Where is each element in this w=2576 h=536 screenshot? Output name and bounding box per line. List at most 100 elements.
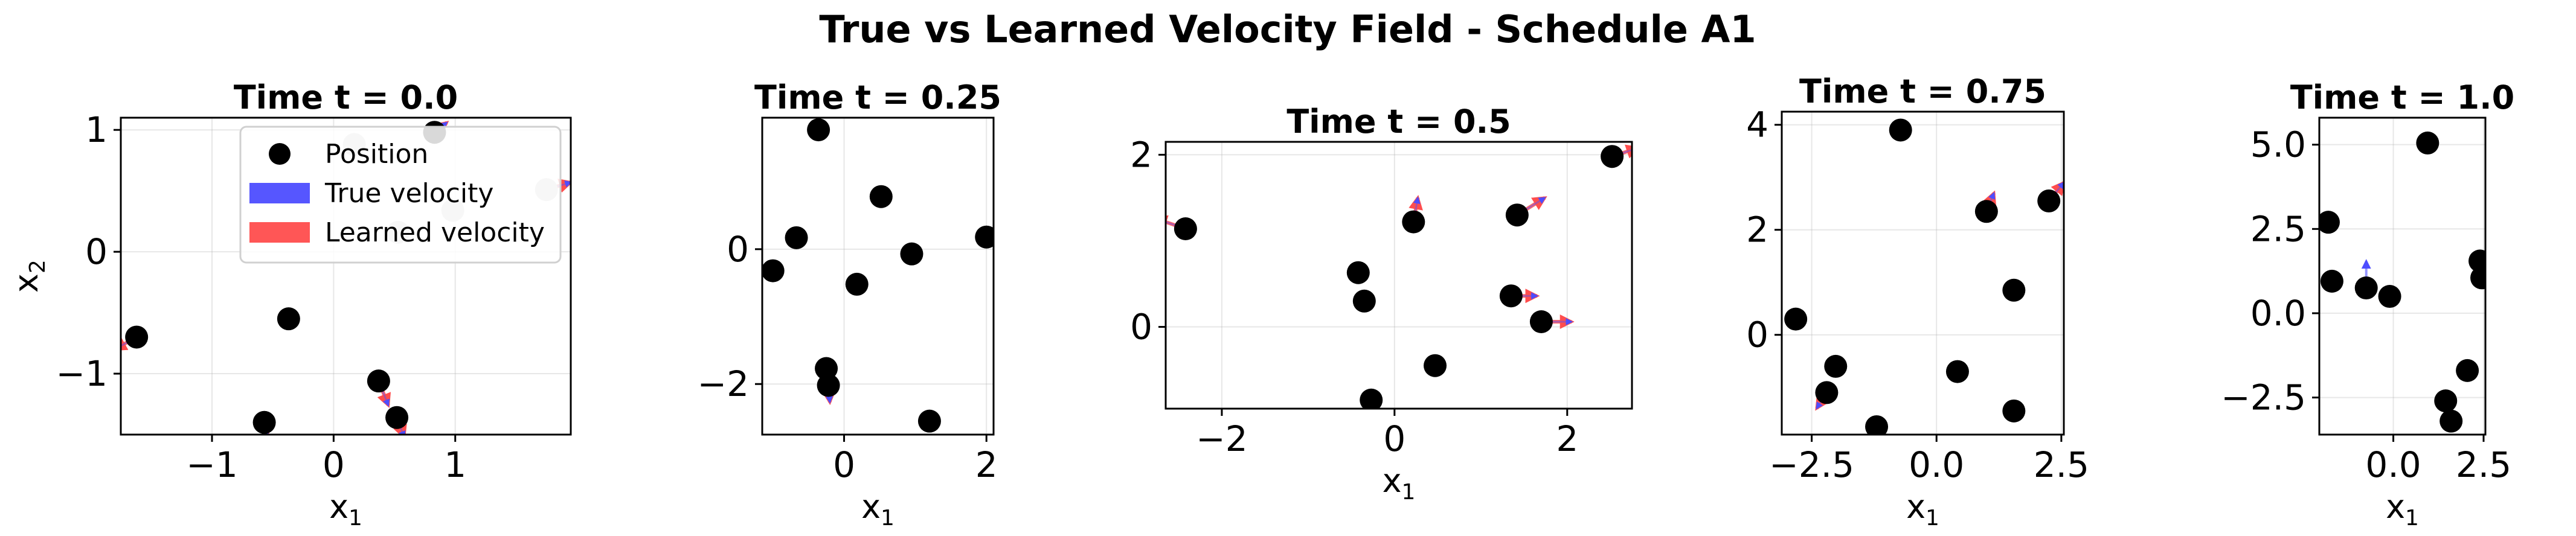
axes-frame: [120, 116, 572, 436]
position-point: [1402, 210, 1425, 234]
points-layer: [762, 118, 994, 433]
position-point: [1360, 388, 1383, 409]
y-tick-label: −1: [56, 353, 108, 394]
y-tick-label: 2: [1746, 209, 1768, 250]
position-point: [1346, 261, 1370, 284]
legend-label: Position: [325, 139, 428, 170]
subplot-1: −1 0 1 −1 0 1 Time t = 0.0 x1 x2 Position True vel…: [7, 78, 572, 531]
subplot-title: Time t = 0.75: [1799, 72, 2046, 110]
position-point: [385, 406, 409, 429]
position-point: [1865, 415, 1889, 435]
x-tick-label: 0: [1383, 418, 1405, 459]
legend-swatch: [249, 183, 310, 203]
y-tick-label: −2: [698, 363, 750, 404]
x-axis-label: x1: [2386, 488, 2419, 531]
position-point: [125, 325, 149, 349]
position-point: [2320, 269, 2343, 293]
position-point: [2416, 131, 2439, 155]
x-tick-label: 0: [323, 444, 345, 485]
legend-label: Learned velocity: [325, 217, 545, 248]
x-axis-label: x1: [329, 488, 362, 531]
subplot-title: Time t = 0.5: [1286, 103, 1511, 141]
position-point: [2002, 399, 2026, 423]
x-tick-label: 0.0: [1909, 444, 1964, 485]
x-axis-label: x1: [861, 488, 895, 531]
position-point: [1529, 310, 1553, 333]
y-tick-label: 2: [1130, 134, 1152, 175]
axes-frame: [761, 116, 995, 436]
position-point: [367, 369, 390, 393]
axes-frame: [2318, 116, 2487, 436]
subplot-4: −2.5 0.0 2.5 0 2 4 Time t = 0.75 x1: [1746, 72, 2089, 531]
x-axis-label: x1: [1906, 488, 1939, 531]
legend-label: True velocity: [324, 178, 493, 209]
subplot-title: Time t = 0.0: [234, 78, 458, 116]
position-point: [1601, 145, 1624, 168]
y-tick-label: 0.0: [2250, 293, 2306, 334]
position-point: [2354, 276, 2378, 300]
x-tick-label: −1: [186, 444, 238, 485]
position-point: [2319, 211, 2340, 234]
y-tick-label: 0: [1746, 314, 1768, 356]
legend: Position True velocity Learned velocity: [239, 126, 562, 264]
position-point: [1174, 217, 1197, 241]
position-point: [869, 185, 893, 208]
x-tick-label: −2: [1196, 418, 1248, 459]
position-point: [1424, 354, 1447, 377]
position-point: [2378, 285, 2401, 308]
y-tick-label: 0: [1130, 307, 1152, 348]
position-point: [917, 409, 941, 433]
x-tick-label: 2: [1556, 418, 1578, 459]
x-tick-label: 2.5: [2034, 444, 2089, 485]
points-layer: [1784, 118, 2064, 435]
y-tick-label: 0: [727, 229, 749, 270]
position-point: [277, 307, 300, 331]
axes-frame: [1781, 110, 2065, 436]
axes-frame: [1164, 141, 1633, 410]
position-point: [2470, 266, 2485, 290]
position-point: [900, 242, 923, 266]
position-point: [2434, 389, 2458, 413]
position-point: [2037, 189, 2061, 212]
x-tick-label: 0: [833, 444, 855, 485]
y-tick-label: −2.5: [2221, 377, 2306, 418]
x-tick-label: 2.5: [2456, 444, 2511, 485]
position-point: [807, 118, 830, 142]
position-point: [1945, 360, 1969, 383]
x-tick-label: 1: [444, 444, 466, 485]
y-tick-label: 4: [1746, 104, 1768, 145]
position-point: [1815, 381, 1839, 404]
x-tick-label: −2.5: [1769, 444, 1854, 485]
position-point: [2002, 278, 2026, 302]
x-axis-label: x1: [1383, 462, 1416, 505]
subplot-3: −2 0 2 0 2 Time t = 0.5 x1: [1130, 103, 1633, 505]
points-layer: [2319, 131, 2485, 433]
subplot-title: Time t = 0.25: [754, 78, 1001, 116]
legend-frame: [239, 126, 562, 264]
figure-title: True vs Learned Velocity Field - Schedul…: [819, 7, 1756, 51]
position-point: [252, 410, 276, 434]
y-tick-label: 1: [85, 109, 108, 150]
position-point: [1505, 203, 1529, 227]
position-point: [2439, 409, 2463, 433]
position-point: [2456, 359, 2479, 382]
position-point: [1974, 200, 1998, 223]
points-layer: [1166, 144, 1632, 409]
x-tick-label: 0.0: [2365, 444, 2421, 485]
position-point: [1784, 307, 1808, 331]
y-tick-label: 5.0: [2250, 124, 2306, 165]
legend-swatch: [249, 222, 310, 243]
position-point: [762, 259, 785, 282]
subplot-title: Time t = 1.0: [2290, 78, 2514, 116]
position-point: [1499, 284, 1523, 308]
position-point: [817, 374, 840, 397]
position-point: [975, 225, 994, 249]
x-tick-label: 2: [975, 444, 998, 485]
position-point: [815, 357, 838, 380]
legend-marker-position: [269, 143, 291, 165]
subplot-5: 0.0 2.5 −2.5 0.0 2.5 5.0 Time t = 1.0 x1: [2221, 78, 2514, 531]
position-point: [1824, 354, 1848, 378]
position-point: [785, 226, 808, 249]
position-point: [1889, 118, 1912, 142]
